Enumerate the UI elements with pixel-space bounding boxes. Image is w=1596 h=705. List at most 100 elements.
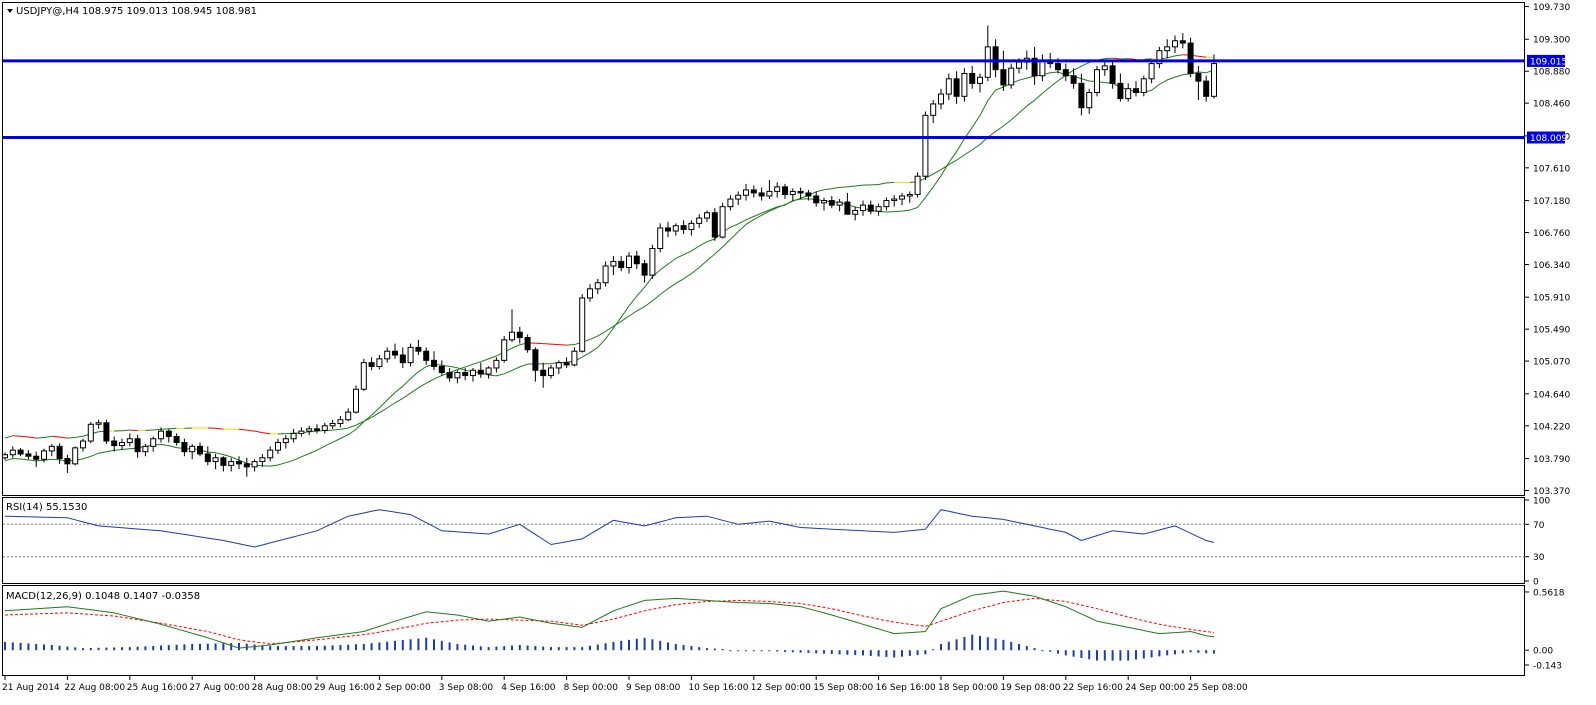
macd-panel-frame: [2, 585, 1525, 676]
candle-body: [532, 349, 539, 371]
candle-body: [126, 438, 133, 444]
ma-slow-segment: [488, 355, 497, 360]
ma-slow-segment: [355, 420, 365, 426]
ma-slow-segment: [168, 427, 177, 430]
time-axis-tick-label: 25 Sep 08:00: [1188, 683, 1248, 693]
candle-body: [1125, 88, 1132, 100]
ma-slow-segment: [737, 223, 747, 233]
time-axis-tick-label: 2 Sep 00:00: [376, 683, 431, 693]
macd-axis-tick-label: 0.5618: [1533, 588, 1565, 598]
candle-body: [1062, 69, 1069, 77]
candle-body: [821, 200, 827, 204]
ma-slow-segment: [121, 429, 130, 432]
ma-slow-segment: [761, 210, 770, 216]
ma-slow-segment: [1018, 105, 1028, 114]
ma-slow-segment: [792, 197, 801, 202]
candle-body: [555, 362, 562, 369]
candle-body: [1211, 63, 1217, 97]
price-axis-tick-label: 109.730: [1533, 3, 1570, 13]
candle-body: [836, 201, 843, 206]
candle-body: [1000, 69, 1007, 86]
ma-slow-segment: [332, 428, 341, 431]
macd-signal-line: [4, 597, 1215, 645]
candle-body: [111, 440, 118, 447]
candle-body: [33, 455, 40, 460]
ma-slow-segment: [1112, 57, 1121, 60]
candle-body: [345, 411, 352, 421]
ma-slow-segment: [410, 387, 419, 394]
candle-body: [938, 93, 944, 105]
candle-body: [1172, 40, 1178, 48]
candle-body: [961, 72, 968, 97]
price-axis-tick-label: 107.180: [1533, 197, 1570, 207]
candle-body: [516, 331, 523, 339]
ma-slow-segment: [363, 416, 372, 422]
candle-body: [657, 227, 664, 249]
candle-body: [181, 442, 188, 453]
ma-slow-segment: [20, 435, 29, 438]
candle-body: [524, 337, 531, 351]
candle-body: [9, 449, 16, 456]
candle-body: [134, 438, 141, 453]
candle-body: [150, 438, 157, 447]
price-axis-tick-label: 104.220: [1533, 422, 1570, 432]
ma-slow-segment: [605, 325, 614, 332]
ma-slow-segment: [1198, 55, 1207, 58]
candle-body: [173, 435, 180, 444]
candle-body: [922, 114, 929, 177]
ma-slow-segment: [683, 273, 692, 280]
rsi-line: [4, 509, 1215, 548]
ma-slow-segment: [706, 253, 716, 261]
candle-body: [1164, 46, 1171, 52]
rsi-axis-tick-label: 70: [1533, 521, 1545, 531]
candle-body: [321, 425, 328, 431]
candle-body: [103, 422, 110, 442]
candle-body: [610, 260, 617, 267]
candle-body: [719, 206, 726, 238]
ma-slow-segment: [348, 424, 357, 429]
collapse-triangle-icon[interactable]: [7, 9, 13, 13]
ma-slow-segment: [418, 382, 427, 389]
candle-body: [587, 288, 593, 299]
price-axis-tick-label: 107.610: [1533, 164, 1570, 174]
ma-slow-segment: [1081, 61, 1090, 67]
ma-slow-segment: [51, 435, 60, 438]
price-axis-tick-label: 105.070: [1533, 358, 1570, 368]
candle-body: [360, 362, 367, 390]
ma-slow-segment: [386, 402, 396, 409]
candle-body: [80, 440, 86, 449]
ma-slow-segment: [730, 231, 739, 240]
candle-body: [454, 372, 461, 379]
time-axis-tick-label: 10 Sep 16:00: [688, 683, 748, 693]
ma-slow-segment: [628, 310, 638, 317]
candle-body: [571, 350, 578, 366]
ma-slow-segment: [722, 239, 731, 248]
rsi-axis-tick-label: 0: [1533, 578, 1539, 588]
candle-body: [860, 204, 866, 211]
candles: [2, 25, 1217, 477]
ma-slow-segment: [855, 184, 864, 187]
candle-body: [953, 78, 960, 97]
ma-slow-segment: [597, 330, 606, 337]
candle-body: [298, 430, 305, 434]
price-axis-tick-label: 109.300: [1533, 36, 1570, 46]
ma-slow-segment: [971, 144, 981, 151]
ma-slow-segment: [691, 267, 700, 275]
candle-body: [828, 200, 835, 206]
rsi-panel: 100 70 30 0: [3, 497, 1550, 588]
price-axis-tick-label: 105.490: [1533, 326, 1570, 336]
ma-slow-segment: [823, 188, 832, 191]
ma-slow-segment: [472, 361, 481, 365]
candle-body: [766, 190, 773, 197]
candle-body: [407, 346, 414, 364]
candle-body: [774, 186, 781, 192]
candle-body: [56, 445, 63, 460]
ma-slow-segment: [465, 363, 474, 368]
candle-body: [1094, 69, 1100, 94]
candle-body: [711, 212, 718, 238]
candle-body: [1179, 40, 1186, 44]
level-price-tag: [1527, 131, 1565, 144]
ma-slow-segment: [698, 260, 708, 268]
price-axis-tick-label: 103.790: [1533, 455, 1570, 465]
ma-slow-segment: [1167, 55, 1176, 59]
